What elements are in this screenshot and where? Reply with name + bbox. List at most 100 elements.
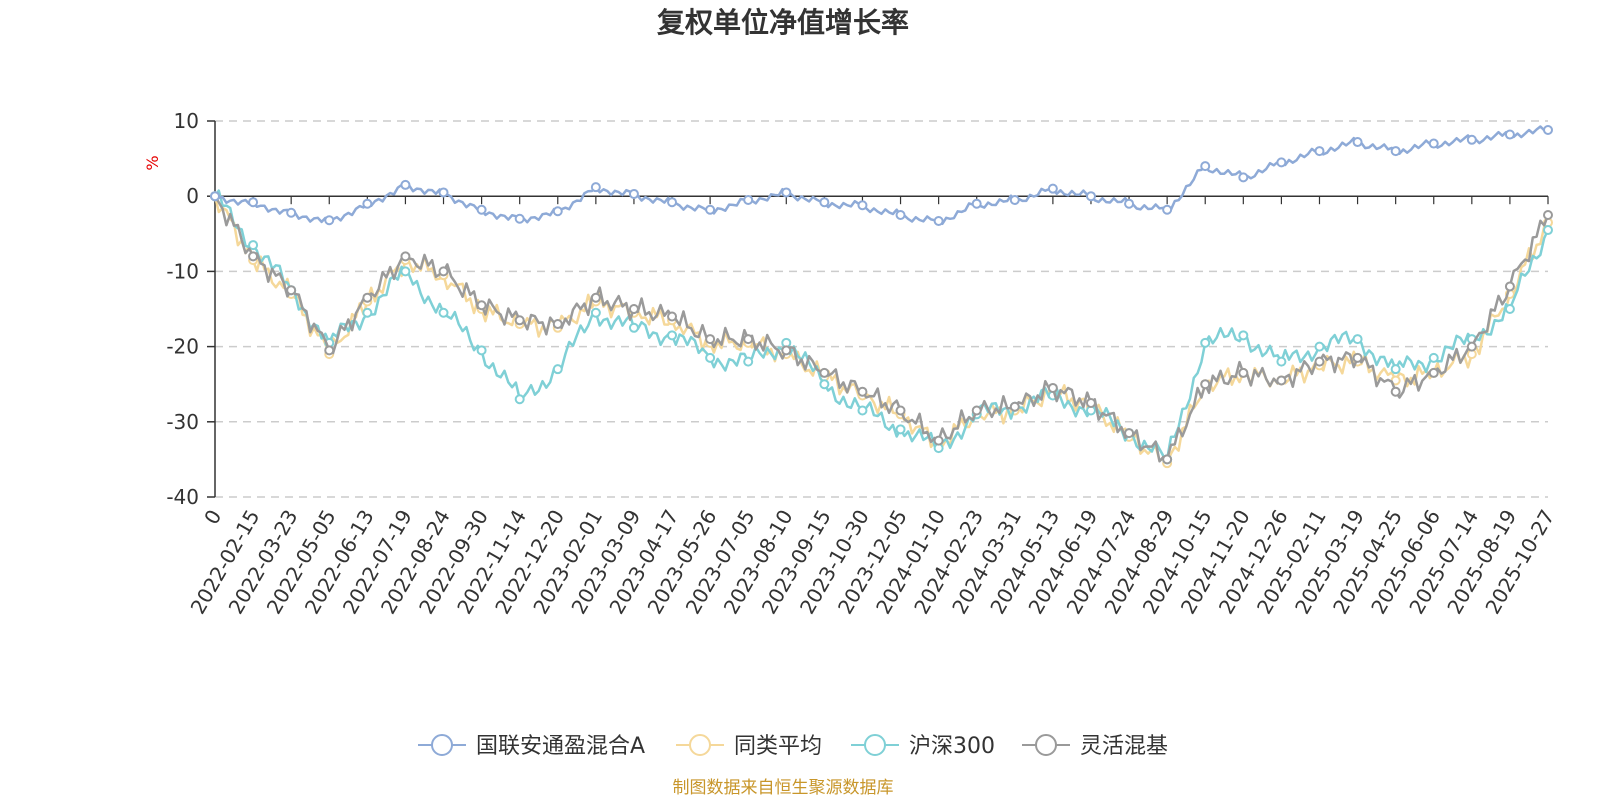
data-point-0 xyxy=(590,182,601,193)
data-point-3 xyxy=(1238,367,1249,378)
data-point-3 xyxy=(248,251,259,262)
data-point-0 xyxy=(1428,138,1439,149)
data-point-0 xyxy=(400,179,411,190)
data-point-3 xyxy=(362,292,373,303)
data-point-0 xyxy=(248,197,259,208)
y-tick-label: 0 xyxy=(186,184,199,208)
data-point-3 xyxy=(400,251,411,262)
data-point-2 xyxy=(590,307,601,318)
y-tick-label: -10 xyxy=(166,259,199,283)
legend-label: 沪深300 xyxy=(909,734,995,759)
data-point-2 xyxy=(1314,341,1325,352)
data-point-3 xyxy=(743,334,754,345)
data-point-0 xyxy=(1504,129,1515,140)
data-point-3 xyxy=(514,315,525,326)
source-note: 制图数据来自恒生聚源数据库 xyxy=(673,778,894,798)
data-point-0 xyxy=(1352,137,1363,148)
y-tick-label: 10 xyxy=(174,109,199,133)
data-point-0 xyxy=(552,206,563,217)
data-point-3 xyxy=(628,304,639,314)
data-point-0 xyxy=(819,197,830,208)
data-point-3 xyxy=(438,266,449,277)
data-point-0 xyxy=(1085,191,1096,202)
data-point-2 xyxy=(895,424,906,435)
data-point-3 xyxy=(476,300,487,311)
legend-label: 同类平均 xyxy=(734,734,822,759)
data-point-3 xyxy=(1466,341,1477,352)
data-point-3 xyxy=(781,345,792,356)
data-point-0 xyxy=(857,200,868,211)
data-point-2 xyxy=(438,307,449,318)
data-point-0 xyxy=(438,187,449,198)
data-point-3 xyxy=(971,405,982,416)
data-point-3 xyxy=(1124,428,1135,439)
data-point-3 xyxy=(857,386,868,397)
data-point-0 xyxy=(1390,146,1401,157)
data-point-0 xyxy=(933,216,944,227)
data-point-0 xyxy=(895,210,906,220)
data-point-3 xyxy=(286,285,297,296)
data-point-0 xyxy=(1047,183,1058,194)
data-point-3 xyxy=(590,292,601,303)
data-point-0 xyxy=(705,204,716,215)
data-point-0 xyxy=(667,197,678,208)
data-point-0 xyxy=(1009,194,1020,205)
grid xyxy=(215,120,1548,498)
data-point-3 xyxy=(895,405,906,416)
data-point-2 xyxy=(1504,304,1515,314)
data-point-2 xyxy=(743,356,754,367)
data-point-0 xyxy=(1314,146,1325,157)
data-point-3 xyxy=(1504,281,1515,292)
data-point-2 xyxy=(552,364,563,375)
legend-marker xyxy=(864,734,886,756)
data-point-3 xyxy=(1314,356,1325,367)
data-point-2 xyxy=(667,330,678,341)
data-point-3 xyxy=(324,345,335,356)
y-tick-label: -40 xyxy=(166,485,199,509)
data-point-0 xyxy=(286,207,297,218)
data-point-0 xyxy=(1466,134,1477,145)
data-point-2 xyxy=(362,307,373,318)
data-point-3 xyxy=(933,435,944,446)
data-point-2 xyxy=(514,394,525,405)
legend-label: 国联安通盈混合A xyxy=(476,734,645,759)
data-point-2 xyxy=(819,379,830,390)
series-line-2 xyxy=(213,189,1550,461)
data-point-3 xyxy=(819,367,830,378)
data-point-0 xyxy=(514,213,525,224)
data-point-2 xyxy=(1543,225,1553,236)
y-tick-label: -30 xyxy=(166,410,199,434)
data-point-2 xyxy=(628,322,639,333)
data-point-2 xyxy=(1352,334,1363,345)
data-point-3 xyxy=(1276,375,1287,386)
data-point-3 xyxy=(705,334,716,345)
data-point-0 xyxy=(743,194,754,205)
data-point-3 xyxy=(1162,454,1173,465)
legend-marker xyxy=(1035,734,1057,756)
legend-marker xyxy=(689,734,711,756)
data-point-3 xyxy=(1085,398,1096,408)
data-point-2 xyxy=(705,352,716,363)
data-point-0 xyxy=(1162,204,1173,215)
legend: 国联安通盈混合A 同类平均 沪深300 灵活混基 xyxy=(418,734,1168,759)
legend-marker xyxy=(431,734,453,756)
series-group xyxy=(210,125,1553,469)
data-point-3 xyxy=(1009,401,1020,412)
data-point-0 xyxy=(1238,172,1249,183)
data-point-2 xyxy=(1390,364,1401,375)
data-point-0 xyxy=(476,204,487,215)
data-point-0 xyxy=(1543,125,1553,136)
data-point-3 xyxy=(1390,386,1401,397)
data-point-2 xyxy=(248,240,259,251)
data-point-2 xyxy=(857,405,868,416)
y-axis-unit: % xyxy=(143,155,162,170)
data-point-2 xyxy=(1276,356,1287,367)
data-point-3 xyxy=(1200,379,1211,390)
data-point-3 xyxy=(1543,210,1553,220)
legend-label: 灵活混基 xyxy=(1080,734,1168,759)
data-point-3 xyxy=(1047,382,1058,393)
data-point-0 xyxy=(362,198,373,209)
data-point-3 xyxy=(667,311,678,322)
data-point-0 xyxy=(1124,198,1135,209)
